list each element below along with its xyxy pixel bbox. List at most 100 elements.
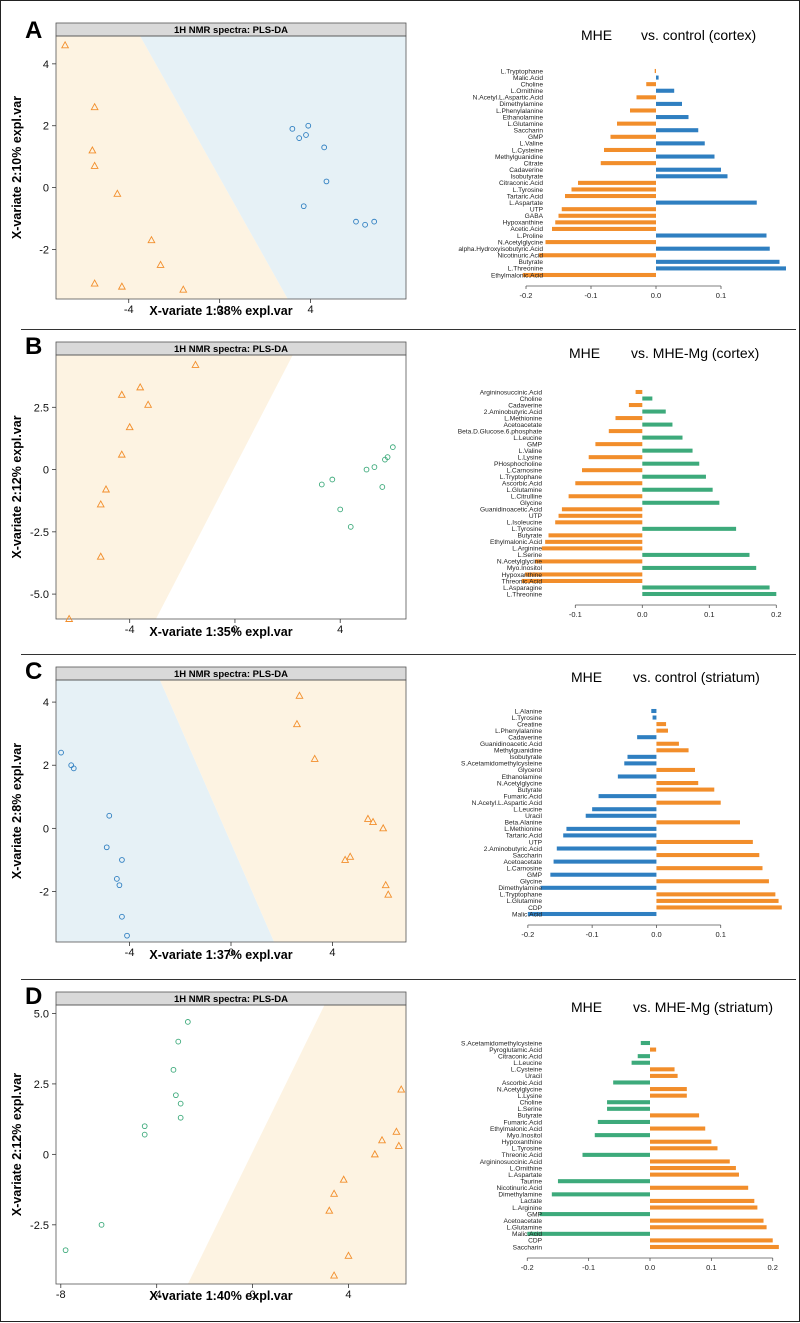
data-point-circle	[362, 221, 368, 228]
y-tick-label: 4	[43, 697, 49, 709]
panel-label: A	[25, 17, 43, 44]
loading-bar	[656, 259, 780, 264]
y-tick-label: 0	[43, 465, 49, 477]
x-axis-label: X-variate 1:37% expl.var	[149, 948, 292, 962]
y-tick-label: 2	[43, 760, 49, 772]
loading-bar	[656, 781, 699, 786]
data-point-triangle	[125, 422, 134, 431]
metabolite-label: Malic.Acid	[512, 1231, 542, 1238]
x-axis-label: X-variate 1:35% expl.var	[149, 625, 292, 639]
loading-bar	[656, 800, 721, 805]
y-axis-label: X-variate 2:10% expl.var	[10, 96, 24, 239]
data-point-triangle	[346, 852, 355, 860]
loading-bar	[613, 1080, 650, 1085]
metabolite-label: L.Leucine	[513, 435, 542, 442]
loading-bar	[604, 147, 656, 153]
x-tick-label: -4	[125, 624, 135, 636]
data-point-triangle	[330, 1189, 339, 1197]
metabolite-label: L.Cysteine	[512, 147, 543, 154]
loading-bar	[535, 559, 643, 564]
metabolite-label: Methylguanidine	[494, 748, 542, 755]
data-point-triangle	[117, 450, 126, 458]
loading-bar	[656, 154, 715, 159]
loading-bar	[642, 435, 683, 440]
prediction-region-right	[140, 36, 406, 299]
loading-title-main: MHE	[571, 999, 603, 1015]
loading-bar	[656, 879, 769, 884]
score-plot: 1H NMR spectra: PLS-DA -8 -4 0 4 -2.5 0 2.5 5.0 X…	[10, 991, 407, 1303]
data-point-circle	[379, 484, 386, 490]
y-tick-label: -2	[39, 886, 49, 898]
prediction-region-left	[56, 680, 275, 942]
x-tick-label: 0.2	[771, 610, 781, 619]
metabolite-label: L.Arginine	[512, 1205, 542, 1212]
data-point-circle	[70, 765, 77, 772]
data-point-triangle	[310, 754, 319, 762]
loading-bar	[656, 722, 667, 727]
loading-bar	[656, 767, 695, 772]
data-point-circle	[300, 203, 307, 210]
data-point-triangle	[144, 400, 153, 408]
metabolite-label: Ethanolamine	[503, 114, 544, 121]
metabolite-label: CDP	[528, 1238, 543, 1245]
metabolite-label: L.Methionine	[504, 826, 542, 833]
loading-bar	[597, 1119, 650, 1125]
metabolite-label: Acetic.Acid	[510, 226, 543, 233]
loading-bar	[656, 892, 776, 897]
panel-label: D	[25, 983, 43, 1010]
x-tick-label: 0.0	[637, 610, 647, 619]
metabolite-label: Uracil	[525, 813, 542, 820]
loading-bar	[595, 442, 643, 447]
loading-bar	[558, 513, 643, 518]
loading-bar	[654, 68, 656, 74]
loading-bar	[642, 474, 706, 479]
panel-divider	[21, 654, 796, 655]
data-point-circle	[177, 1114, 184, 1121]
metabolite-label: Glycine	[520, 500, 542, 507]
metabolite-label: L.Glutamine	[506, 898, 542, 905]
loading-bar	[568, 494, 643, 499]
loading-bar	[656, 787, 715, 792]
loading-bar	[571, 187, 656, 192]
x-axis-label: X-variate 1:40% expl.var	[149, 1289, 292, 1303]
data-point-circle	[119, 913, 125, 920]
y-tick-label: 4	[43, 59, 49, 71]
loading-bar	[642, 422, 673, 427]
data-point-triangle	[179, 285, 188, 293]
metabolite-label: Guanidinoacetic.Acid	[480, 507, 542, 514]
plot-header-text: 1H NMR spectra: PLS-DA	[174, 25, 288, 36]
metabolite-label: Ascorbic.Acid	[502, 481, 542, 488]
x-tick-label: -8	[56, 1289, 66, 1301]
y-tick-label: 2	[43, 121, 49, 133]
loading-title-main: MHE	[571, 669, 603, 685]
plot-border	[55, 354, 407, 620]
loading-bar	[650, 1126, 706, 1131]
loading-bar	[578, 180, 656, 185]
metabolite-label: N.Acetyl.L.Aspartic.Acid	[473, 95, 544, 102]
data-point-circle	[141, 1123, 148, 1130]
metabolite-label: Fumaric.Acid	[504, 1119, 543, 1126]
data-point-circle	[141, 1131, 148, 1138]
data-point-triangle	[90, 161, 99, 169]
loading-bar	[656, 728, 668, 733]
metabolite-label: L.Ornithine	[511, 88, 544, 95]
loading-bar	[642, 585, 770, 590]
panel-d: D 1H NMR spectra: PLS-DA -8 -4 0 4 -2.5 0 2.5 5.…	[1, 979, 800, 1323]
metabolite-label: L.Serine	[517, 1106, 542, 1113]
loading-bar	[656, 820, 740, 825]
loading-bar	[650, 1073, 678, 1078]
metabolite-label: GMP	[527, 872, 543, 879]
loading-bar	[642, 565, 757, 570]
score-plot: 1H NMR spectra: PLS-DA -4 0 4 -2 0 2 4 X-variate…	[10, 22, 407, 318]
loading-title-vs: vs. MHE-Mg (cortex)	[631, 345, 760, 361]
loading-bar	[656, 141, 705, 146]
metabolite-label: L.Aspartate	[508, 1172, 542, 1179]
y-tick-label: 0	[43, 1149, 49, 1161]
data-point-circle	[337, 506, 344, 513]
loading-bar	[642, 500, 720, 505]
metabolite-label: Citraconic.Acid	[498, 1053, 542, 1060]
loading-bar	[642, 526, 737, 531]
loading-bar	[615, 416, 643, 421]
data-point-circle	[173, 1092, 179, 1099]
